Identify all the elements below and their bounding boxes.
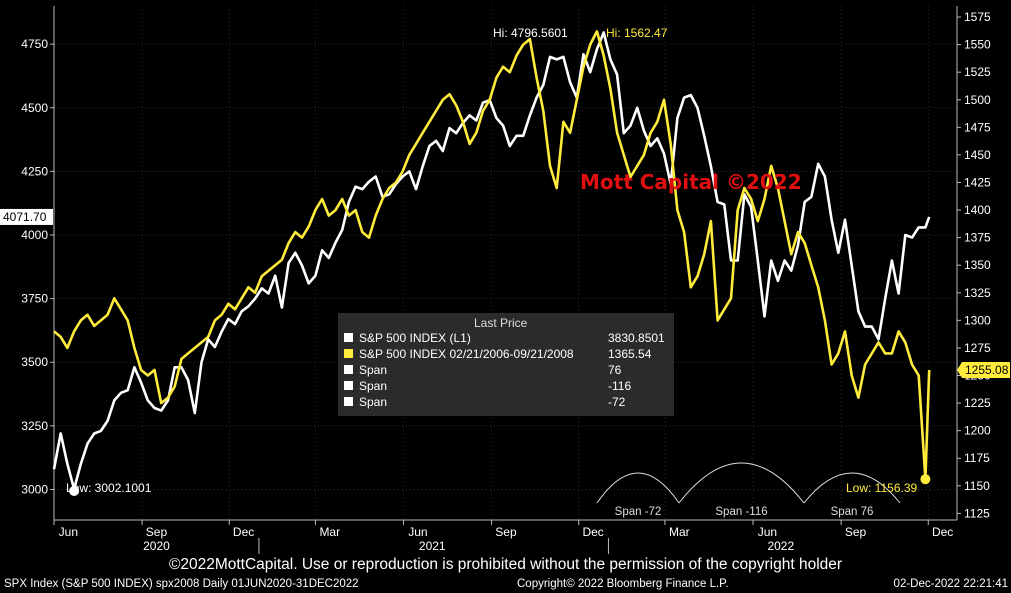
legend-label: Span — [359, 379, 388, 393]
series-line-spx2008 — [53, 30, 931, 481]
legend-value: -116 — [608, 379, 632, 393]
x-tick-label: Dec — [582, 525, 603, 539]
right-tick-label: 1425 — [964, 175, 991, 189]
left-tick-label: 4750 — [21, 37, 48, 51]
x-tick-label: Sep — [845, 525, 867, 539]
right-tick-label: 1400 — [964, 203, 991, 217]
legend-row: Span 76 — [344, 363, 670, 378]
month-dividers — [53, 6, 929, 520]
right-tick-label: 1575 — [964, 10, 991, 24]
span-label: Span -72 — [615, 506, 662, 518]
left-tick-label: 4500 — [21, 101, 48, 115]
series-lines — [52, 30, 931, 491]
right-tick-label: 1475 — [964, 120, 991, 134]
year-tick-label: 2022 — [767, 539, 794, 553]
legend-box: Last Price S&P 500 INDEX (L1) 3830.8501 … — [338, 313, 674, 416]
year-tick-label: 2021 — [419, 539, 446, 553]
left-tick-label: 3750 — [21, 292, 48, 306]
x-tick-label: Sep — [495, 525, 517, 539]
last-value-badge-right — [957, 361, 1010, 378]
footer-left: SPX Index (S&P 500 INDEX) spx2008 Daily … — [4, 578, 359, 590]
right-tick-label: 1300 — [964, 313, 991, 327]
legend-swatch — [344, 333, 353, 342]
legend-swatch — [344, 349, 353, 358]
copyright-line: ©2022MottCapital. Use or reproduction is… — [168, 556, 843, 573]
span-arcs: Span -72 Span -116 Span 76 — [596, 462, 901, 518]
legend-row: S&P 500 INDEX 02/21/2006-09/21/2008 1365… — [344, 347, 670, 362]
gridlines — [54, 43, 957, 490]
x-tick-label: Mar — [319, 525, 340, 539]
low-label-left: Low: 3002.1001 — [66, 481, 152, 495]
legend-label: Span — [359, 363, 388, 377]
legend-swatch — [344, 365, 353, 374]
x-tick-label: Jun — [59, 525, 78, 539]
footer-center: Copyright© 2022 Bloomberg Finance L.P. — [517, 578, 729, 590]
right-tick-label: 1225 — [964, 396, 991, 410]
legend-value: -72 — [608, 395, 626, 409]
hi-label-left: Hi: 4796.5601 — [493, 26, 568, 40]
legend-swatch — [344, 397, 353, 406]
right-tick-label: 1350 — [964, 258, 991, 272]
footer-right: 02-Dec-2022 22:21:41 — [893, 578, 1008, 590]
x-axis: Jun Sep Dec Mar Jun Sep Dec Mar Jun Sep Dec 2020 202… — [53, 519, 957, 554]
legend-value: 76 — [608, 363, 622, 377]
year-tick-label: 2020 — [143, 539, 170, 553]
low-marker-left — [69, 485, 80, 496]
x-tick-label: Jun — [758, 525, 777, 539]
legend-value: 3830.8501 — [608, 331, 665, 345]
low-marker-right — [920, 474, 931, 485]
left-axis: 3000 3250 3500 3750 4000 4250 4500 4750 — [21, 6, 55, 520]
last-value-badge-left — [0, 208, 53, 225]
x-tick-label: Sep — [146, 525, 168, 539]
left-tick-label: 4000 — [21, 228, 48, 242]
span-arc — [596, 472, 680, 504]
legend-swatch — [344, 381, 353, 390]
span-arc — [678, 462, 805, 504]
right-tick-label: 1175 — [964, 451, 990, 465]
last-value-right: 1255.08 — [965, 363, 1009, 377]
right-tick-label: 1275 — [964, 341, 991, 355]
right-tick-label: 1150 — [964, 479, 990, 493]
right-tick-label: 1200 — [964, 424, 991, 438]
left-tick-label: 4250 — [21, 164, 48, 178]
right-tick-label: 1125 — [964, 506, 990, 520]
right-tick-label: 1325 — [964, 286, 991, 300]
left-tick-label: 3000 — [21, 482, 48, 496]
right-tick-label: 1500 — [964, 93, 991, 107]
span-label: Span 76 — [831, 506, 874, 518]
legend-row: Span -116 — [344, 379, 670, 394]
legend-row: Span -72 — [344, 395, 670, 410]
right-tick-label: 1525 — [964, 65, 991, 79]
annotations: Hi: 4796.5601 Hi: 1562.47 Low: 3002.1001 Lo… — [0, 26, 1010, 496]
legend-label: S&P 500 INDEX 02/21/2006-09/21/2008 — [359, 347, 574, 361]
low-label-right: Low: 1156.39 — [846, 481, 917, 495]
left-tick-label: 3250 — [21, 419, 48, 433]
hi-label-right: Hi: 1562.47 — [606, 26, 668, 40]
legend-label: S&P 500 INDEX (L1) — [359, 331, 471, 345]
last-value-left: 4071.70 — [3, 210, 47, 224]
right-tick-label: 1450 — [964, 148, 991, 162]
span-arc — [803, 472, 901, 504]
left-tick-label: 3500 — [21, 355, 48, 369]
x-tick-label: Mar — [669, 525, 690, 539]
x-tick-label: Jun — [408, 525, 427, 539]
span-label: Span -116 — [715, 506, 767, 518]
right-axis: 1125115011751200122512501275130013251350… — [956, 6, 991, 520]
legend-header: Last Price — [474, 316, 528, 330]
x-tick-label: Dec — [932, 525, 953, 539]
footer-bar: SPX Index (S&P 500 INDEX) spx2008 Daily … — [0, 578, 1011, 593]
legend-row: S&P 500 INDEX (L1) 3830.8501 — [344, 331, 670, 346]
right-tick-label: 1375 — [964, 231, 991, 245]
right-tick-label: 1550 — [964, 38, 991, 52]
legend-label: Span — [359, 395, 388, 409]
watermark: Mott Capital ©2022 — [580, 170, 802, 194]
series-line-spx — [52, 31, 931, 491]
x-tick-label: Dec — [233, 525, 254, 539]
legend-value: 1365.54 — [608, 347, 652, 361]
